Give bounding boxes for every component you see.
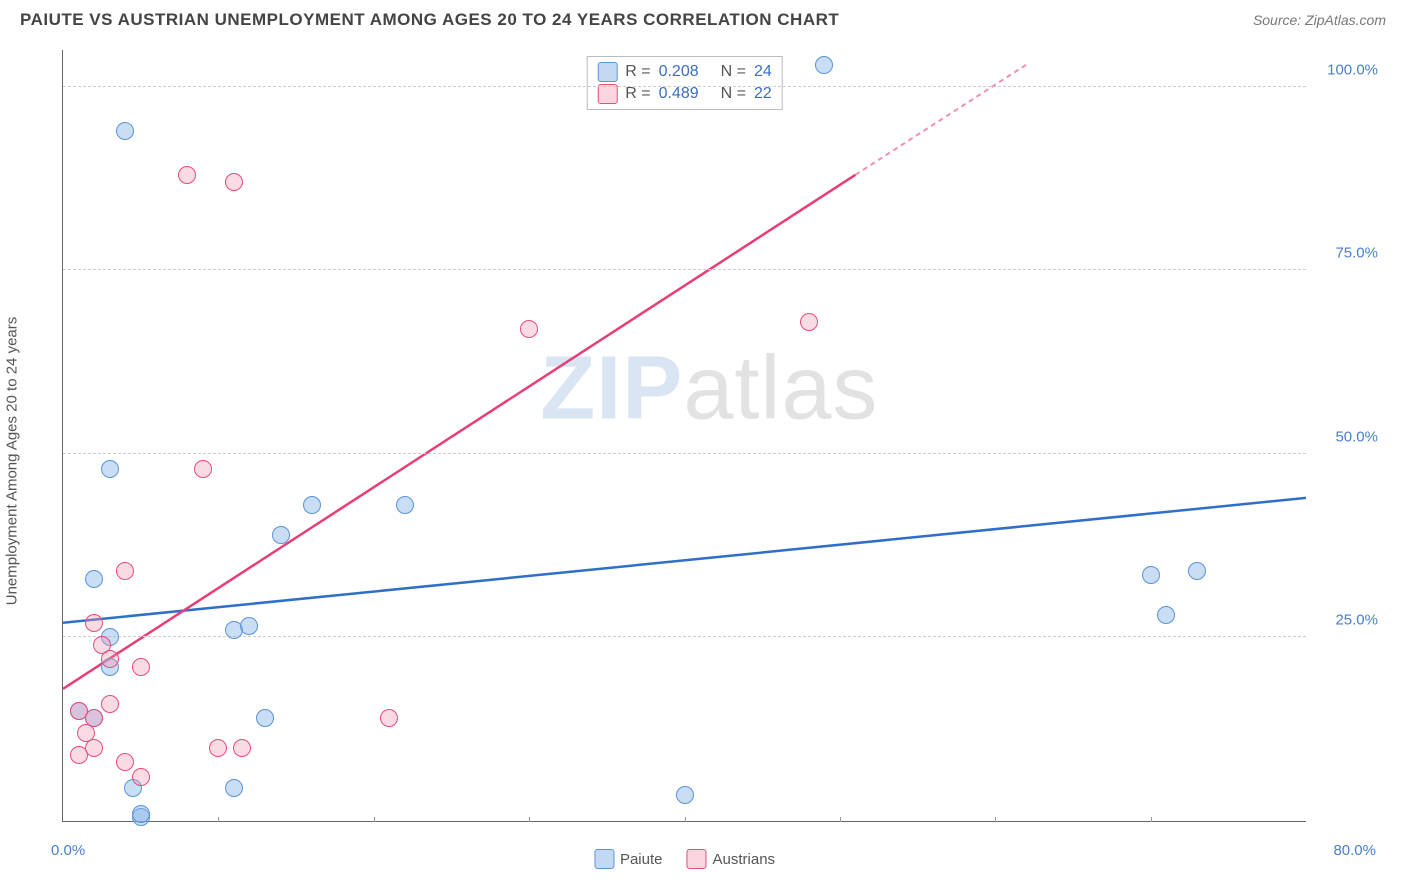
gridline — [63, 453, 1306, 454]
legend-row-paiute: R = 0.208 N = 24 — [597, 61, 772, 83]
data-point — [194, 460, 212, 478]
data-point — [178, 166, 196, 184]
data-point — [101, 695, 119, 713]
source-label: Source: ZipAtlas.com — [1253, 12, 1386, 28]
header: PAIUTE VS AUSTRIAN UNEMPLOYMENT AMONG AG… — [0, 0, 1406, 30]
data-point — [256, 709, 274, 727]
y-tick-label: 25.0% — [1335, 612, 1378, 629]
data-point — [272, 526, 290, 544]
x-tick-minor — [374, 817, 375, 822]
data-point — [132, 805, 150, 823]
watermark-atlas: atlas — [683, 339, 878, 439]
x-tick-minor — [840, 817, 841, 822]
x-tick-minor — [218, 817, 219, 822]
data-point — [1157, 606, 1175, 624]
gridline — [63, 86, 1306, 87]
x-tick-minor — [995, 817, 996, 822]
data-point — [240, 617, 258, 635]
trend-lines — [63, 50, 1306, 821]
data-point — [85, 614, 103, 632]
gridline — [63, 636, 1306, 637]
x-tick-minor — [529, 817, 530, 822]
data-point — [380, 709, 398, 727]
data-point — [815, 56, 833, 74]
data-point — [1188, 562, 1206, 580]
y-tick-label: 75.0% — [1335, 245, 1378, 262]
watermark: ZIPatlas — [540, 338, 878, 441]
legend-item-austrians: Austrians — [687, 849, 776, 869]
data-point — [85, 570, 103, 588]
data-point — [116, 753, 134, 771]
data-point — [520, 320, 538, 338]
plot-area: ZIPatlas R = 0.208 N = 24 R = 0.489 N = … — [62, 50, 1306, 822]
legend-item-paiute: Paiute — [594, 849, 663, 869]
data-point — [116, 122, 134, 140]
swatch-pink — [597, 84, 617, 104]
data-point — [116, 562, 134, 580]
data-point — [225, 779, 243, 797]
data-point — [676, 786, 694, 804]
x-axis-label-min: 0.0% — [51, 842, 85, 859]
n-value-austrians: 22 — [754, 85, 772, 103]
data-point — [303, 496, 321, 514]
data-point — [132, 658, 150, 676]
y-tick-label: 100.0% — [1327, 61, 1378, 78]
r-value-paiute: 0.208 — [659, 63, 699, 81]
swatch-blue — [597, 62, 617, 82]
r-value-austrians: 0.489 — [659, 85, 699, 103]
legend-stats: R = 0.208 N = 24 R = 0.489 N = 22 — [586, 56, 783, 110]
swatch-pink-icon — [687, 849, 707, 869]
x-tick-minor — [685, 817, 686, 822]
data-point — [209, 739, 227, 757]
y-axis-label: Unemployment Among Ages 20 to 24 years — [4, 317, 21, 606]
data-point — [101, 650, 119, 668]
x-tick-minor — [1151, 817, 1152, 822]
data-point — [800, 313, 818, 331]
legend-series: Paiute Austrians — [594, 849, 775, 869]
data-point — [396, 496, 414, 514]
data-point — [85, 739, 103, 757]
n-value-paiute: 24 — [754, 63, 772, 81]
legend-label-austrians: Austrians — [713, 851, 776, 868]
x-axis-label-max: 80.0% — [1333, 842, 1376, 859]
data-point — [225, 173, 243, 191]
data-point — [233, 739, 251, 757]
data-point — [101, 460, 119, 478]
data-point — [1142, 566, 1160, 584]
swatch-blue-icon — [594, 849, 614, 869]
gridline — [63, 269, 1306, 270]
chart-container: Unemployment Among Ages 20 to 24 years Z… — [20, 40, 1386, 882]
chart-title: PAIUTE VS AUSTRIAN UNEMPLOYMENT AMONG AG… — [20, 10, 839, 30]
watermark-zip: ZIP — [540, 339, 683, 439]
legend-label-paiute: Paiute — [620, 851, 663, 868]
data-point — [132, 768, 150, 786]
y-tick-label: 50.0% — [1335, 428, 1378, 445]
